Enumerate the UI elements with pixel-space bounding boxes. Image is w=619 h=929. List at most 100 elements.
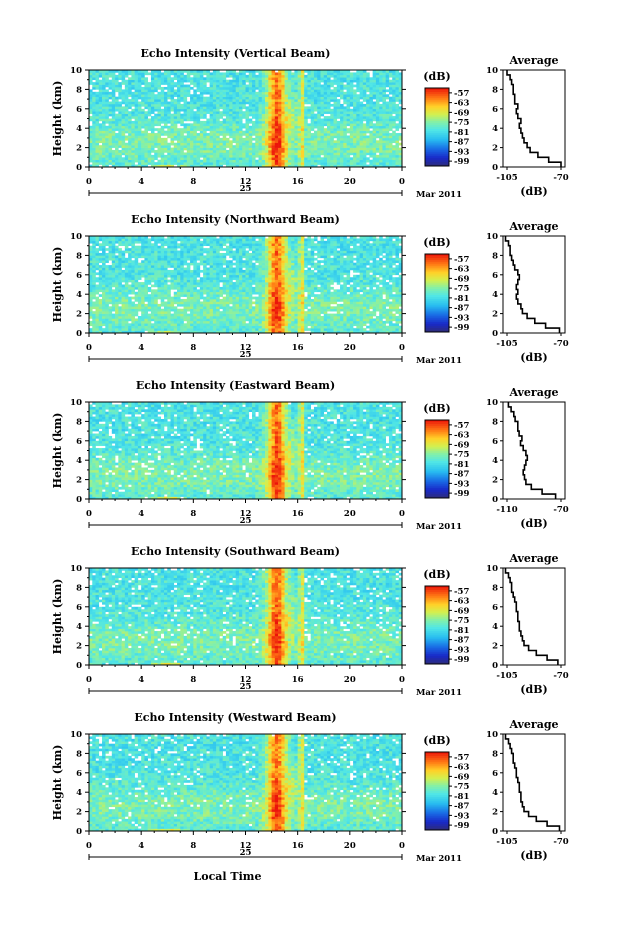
- colorbar-step: [425, 123, 449, 126]
- heatmap-cell: [111, 316, 116, 319]
- heatmap-cell: [89, 316, 93, 319]
- heatmap-cell: [150, 106, 155, 110]
- heatmap-cell: [372, 157, 377, 161]
- heatmap-cell: [105, 108, 109, 112]
- heatmap-cell: [206, 140, 210, 144]
- heatmap-cell: [95, 284, 100, 288]
- heatmap-cell: [372, 150, 377, 153]
- heatmap-cell: [278, 113, 282, 117]
- heatmap-cell: [105, 128, 109, 131]
- heatmap-cell: [255, 94, 259, 97]
- heatmap-cell: [137, 137, 142, 141]
- heatmap-cell: [330, 152, 334, 156]
- heatmap-cell: [258, 106, 263, 110]
- heatmap-cell: [186, 328, 191, 331]
- heatmap-cell: [147, 120, 152, 124]
- heatmap-cell: [291, 77, 295, 80]
- heatmap-cell: [193, 137, 197, 141]
- heatmap-cell: [258, 86, 263, 90]
- heatmap-cell: [395, 154, 400, 158]
- heatmap-cell: [382, 113, 386, 117]
- heatmap-cell: [304, 164, 308, 168]
- heatmap-cell: [349, 159, 354, 163]
- heatmap-cell: [343, 142, 347, 146]
- heatmap-cell: [115, 145, 119, 148]
- heatmap-cell: [265, 116, 269, 119]
- heatmap-cell: [258, 72, 263, 76]
- heatmap-cell: [89, 282, 93, 285]
- heatmap-cell: [193, 72, 197, 76]
- heatmap-cell: [199, 145, 204, 148]
- heatmap-cell: [137, 145, 142, 148]
- heatmap-cell: [160, 162, 165, 165]
- heatmap-cell: [144, 123, 148, 127]
- heatmap-cell: [177, 286, 181, 290]
- heatmap-cell: [157, 330, 162, 334]
- heatmap-cell: [372, 145, 377, 148]
- heatmap-cell: [157, 284, 162, 288]
- heatmap-cell: [137, 130, 142, 134]
- heatmap-cell: [375, 106, 380, 110]
- heatmap-cell: [349, 89, 354, 93]
- heatmap-cell: [261, 101, 266, 105]
- heatmap-cell: [242, 137, 246, 141]
- heatmap-cell: [105, 260, 109, 263]
- heatmap-cell: [102, 94, 106, 97]
- heatmap-cell: [323, 147, 328, 151]
- heatmap-cell: [115, 96, 119, 100]
- heatmap-cell: [281, 159, 285, 163]
- heatmap-cell: [366, 86, 370, 90]
- heatmap-cell: [320, 74, 325, 78]
- heatmap-cell: [102, 145, 106, 148]
- heatmap-cell: [261, 74, 266, 78]
- time-tick-label: 4: [138, 177, 144, 187]
- heatmap-cell: [102, 248, 106, 251]
- heatmap-cell: [157, 294, 162, 297]
- heatmap-cell: [121, 123, 126, 127]
- heatmap-cell: [95, 318, 100, 322]
- heatmap-cell: [310, 150, 315, 153]
- heatmap-cell: [170, 250, 175, 254]
- heatmap-cell: [170, 284, 175, 288]
- heatmap-cell: [134, 142, 139, 146]
- heatmap-cell: [160, 282, 165, 285]
- heatmap-cell: [102, 274, 106, 278]
- heatmap-cell: [258, 152, 263, 156]
- heatmap-cell: [216, 77, 220, 80]
- heatmap-cell: [222, 133, 227, 136]
- heatmap-cell: [219, 91, 223, 95]
- heatmap-cell: [385, 106, 390, 110]
- heatmap-cell: [366, 72, 370, 76]
- heatmap-cell: [115, 162, 119, 165]
- colorbar-step: [425, 107, 449, 110]
- heatmap-cell: [141, 306, 145, 310]
- heatmap-cell: [349, 103, 354, 107]
- heatmap-cell: [98, 106, 103, 110]
- heatmap-cell: [375, 79, 380, 83]
- heatmap-cell: [173, 286, 178, 290]
- heatmap-cell: [317, 118, 321, 122]
- heatmap-cell: [118, 101, 122, 105]
- heatmap-cell: [284, 91, 289, 95]
- heatmap-cell: [356, 82, 360, 85]
- heatmap-cell: [131, 243, 135, 246]
- heatmap-cell: [177, 255, 181, 259]
- heatmap-cell: [163, 120, 168, 124]
- heatmap-cell: [245, 128, 250, 131]
- heatmap-cell: [258, 96, 263, 100]
- heatmap-cell: [111, 140, 116, 144]
- heatmap-cell: [163, 296, 168, 300]
- heatmap-cell: [147, 89, 152, 93]
- heatmap-cell: [128, 238, 132, 242]
- heatmap-cell: [297, 106, 302, 110]
- heatmap-cell: [121, 89, 126, 93]
- heatmap-cell: [144, 120, 148, 124]
- heatmap-cell: [180, 301, 184, 305]
- heatmap-cell: [177, 330, 181, 334]
- heatmap-cell: [177, 130, 181, 134]
- heatmap-cell: [313, 70, 318, 73]
- heatmap-cell: [225, 111, 230, 114]
- heatmap-cells: [89, 236, 403, 334]
- heatmap-cell: [121, 308, 126, 312]
- heatmap-cell: [229, 162, 233, 165]
